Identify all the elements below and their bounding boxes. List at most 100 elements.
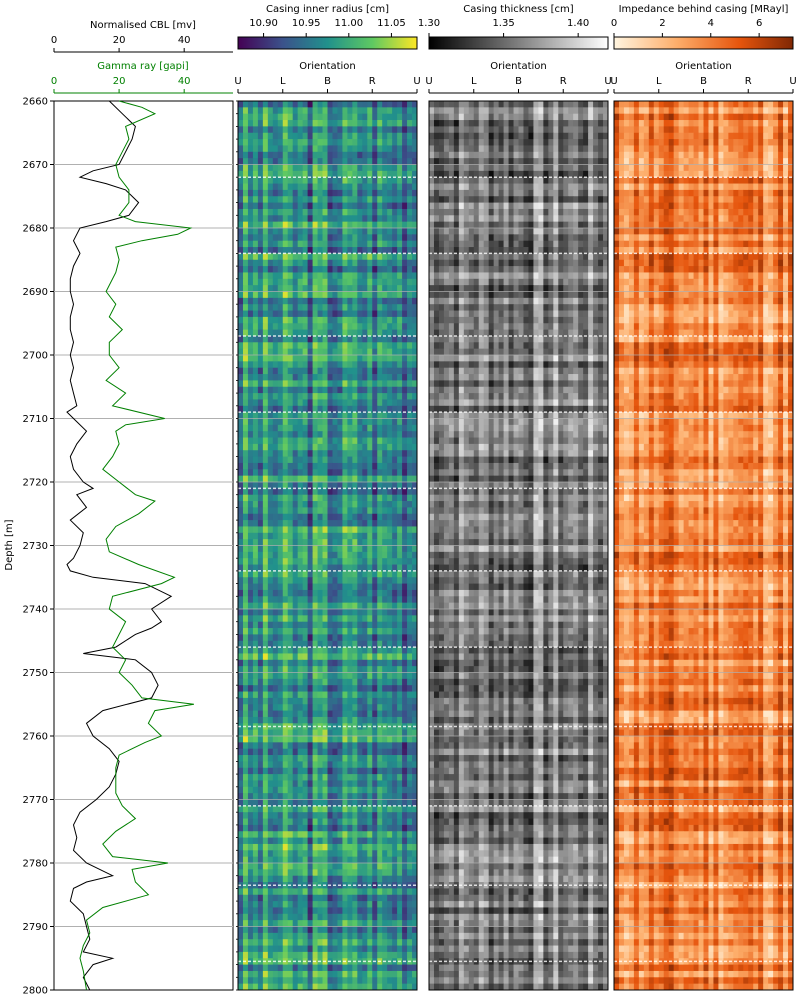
heatmap-cell (242, 907, 249, 915)
heatmap-cell (387, 920, 393, 927)
heatmap-cell (397, 653, 403, 661)
heatmap-cell (382, 151, 388, 159)
heatmap-cell (332, 583, 338, 591)
heatmap-cell (352, 177, 358, 184)
heatmap-cell (357, 170, 363, 178)
heatmap-cell (307, 659, 313, 667)
heatmap-cell (372, 856, 378, 864)
heatmap-cell (392, 456, 398, 464)
heatmap-cell (307, 323, 313, 330)
heatmap-cell (407, 831, 413, 838)
heatmap-cell (367, 208, 373, 216)
heatmap-cell (347, 888, 353, 896)
heatmap-cell (357, 653, 363, 661)
heatmap-cell (337, 640, 343, 648)
heatmap-cell (297, 653, 304, 661)
heatmap-cell (252, 361, 259, 369)
heatmap-cell (347, 304, 353, 311)
heatmap-cell (402, 894, 408, 902)
heatmap-cell (262, 177, 269, 184)
heatmap-cell (357, 196, 363, 203)
heatmap-cell (322, 361, 328, 369)
heatmap-cell (367, 570, 373, 578)
heatmap-cell (412, 386, 418, 394)
heatmap-cell (402, 659, 408, 667)
heatmap-cell (297, 729, 304, 737)
heatmap-cell (387, 145, 393, 153)
heatmap-cell (342, 863, 348, 870)
heatmap-cell (342, 894, 348, 902)
heatmap-cell (307, 913, 313, 921)
heatmap-cell (287, 120, 294, 127)
heatmap-cell (382, 926, 388, 934)
heatmap-cell (302, 482, 309, 489)
heatmap-cell (342, 920, 348, 927)
heatmap-cell (317, 132, 323, 140)
heatmap-cell (382, 640, 388, 648)
axis-tick-label: 20 (113, 76, 126, 87)
heatmap-cell (392, 729, 398, 737)
heatmap-cell (397, 710, 403, 718)
heatmap-cell (327, 589, 333, 597)
heatmap-cell (357, 101, 363, 108)
heatmap-cell (372, 367, 378, 375)
heatmap-cell (372, 234, 378, 242)
heatmap-cell (277, 450, 284, 457)
heatmap-cell (307, 539, 313, 546)
heatmap-cell (302, 488, 309, 496)
heatmap-cell (392, 786, 398, 794)
heatmap-cell (322, 685, 328, 692)
heatmap-cell (362, 837, 368, 845)
heatmap-cell (342, 101, 348, 108)
heatmap-cell (277, 208, 284, 216)
heatmap-cell (327, 666, 333, 673)
heatmap-cell (312, 202, 318, 210)
heatmap-cell (307, 602, 313, 610)
heatmap-cell (287, 761, 294, 769)
heatmap-cell (247, 799, 254, 807)
heatmap-cell (307, 355, 313, 362)
heatmap-cell (307, 170, 313, 178)
heatmap-cell (327, 266, 333, 273)
heatmap-cell (292, 259, 299, 267)
heatmap-cell (312, 697, 318, 705)
heatmap-cell (327, 520, 333, 527)
heatmap-cell (362, 659, 368, 667)
heatmap-cell (412, 405, 418, 413)
heatmap-cell (397, 462, 403, 470)
heatmap-cell (252, 615, 259, 623)
heatmap-cell (407, 507, 413, 515)
heatmap-cell (362, 139, 368, 146)
heatmap-cell (262, 685, 269, 692)
heatmap-cell (317, 869, 323, 877)
heatmap-cell (282, 596, 289, 604)
heatmap-cell (382, 609, 388, 616)
heatmap-cell (242, 374, 249, 381)
heatmap-cell (242, 729, 249, 737)
heatmap-cell (247, 818, 254, 826)
heatmap-cell (407, 704, 413, 711)
heatmap-cell (402, 761, 408, 769)
heatmap-cell (272, 469, 279, 477)
heatmap-cell (402, 221, 408, 229)
heatmap-cell (262, 158, 269, 165)
heatmap-cell (267, 932, 274, 940)
heatmap-cell (277, 139, 284, 146)
heatmap-cell (372, 456, 378, 464)
heatmap-cell (397, 564, 403, 572)
heatmap-cell (317, 653, 323, 661)
heatmap-cell (327, 189, 333, 197)
heatmap-cell (347, 666, 353, 673)
heatmap-cell (267, 234, 274, 242)
heatmap-cell (297, 932, 304, 940)
heatmap-cell (332, 335, 338, 343)
heatmap-cell (392, 932, 398, 940)
heatmap-cell (412, 259, 418, 267)
heatmap-cell (238, 551, 244, 559)
heatmap-cell (372, 805, 378, 813)
heatmap-cell (387, 742, 393, 750)
heatmap-cell (332, 875, 338, 883)
heatmap-cell (362, 780, 368, 788)
axis-tick-label: 40 (178, 76, 191, 87)
heatmap-cell (347, 228, 353, 235)
